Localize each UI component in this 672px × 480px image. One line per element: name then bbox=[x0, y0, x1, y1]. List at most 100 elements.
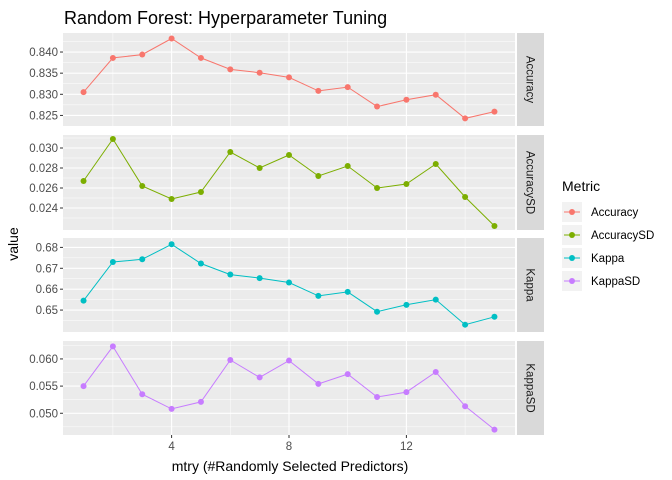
legend-key-point bbox=[569, 209, 575, 215]
legend-title: Metric bbox=[562, 178, 600, 194]
data-point bbox=[197, 260, 204, 267]
data-point bbox=[432, 161, 439, 167]
data-point bbox=[462, 321, 469, 328]
data-point bbox=[80, 89, 87, 96]
data-point bbox=[197, 398, 204, 405]
legend-key-point bbox=[569, 232, 575, 238]
data-point bbox=[256, 374, 263, 381]
data-point bbox=[403, 389, 410, 396]
data-point bbox=[315, 292, 322, 299]
data-point bbox=[344, 163, 351, 169]
y-tick-label: 0.840 bbox=[29, 47, 58, 59]
facet-strip-label: Kappa bbox=[524, 268, 536, 302]
legend-label: KappaSD bbox=[591, 276, 640, 288]
x-axis: 4 8 12 bbox=[168, 435, 413, 453]
data-point bbox=[227, 149, 234, 155]
y-tick-label: 0.026 bbox=[29, 183, 58, 195]
y-tick-label: 0.030 bbox=[29, 143, 58, 155]
data-point bbox=[315, 380, 322, 387]
data-point bbox=[403, 181, 410, 187]
data-point bbox=[432, 91, 439, 98]
data-point bbox=[286, 152, 292, 158]
data-point bbox=[462, 403, 469, 410]
data-point bbox=[139, 391, 146, 398]
data-point bbox=[344, 371, 351, 378]
legend-item-accuracy: Accuracy bbox=[562, 202, 639, 222]
data-point bbox=[374, 185, 381, 191]
data-point bbox=[139, 51, 146, 58]
data-point bbox=[286, 74, 292, 81]
y-tick-label: 0.055 bbox=[29, 381, 58, 393]
data-point bbox=[491, 223, 498, 229]
data-point bbox=[344, 84, 351, 91]
data-point bbox=[197, 54, 204, 61]
y-tick-label: 0.028 bbox=[29, 163, 58, 175]
data-point bbox=[432, 296, 439, 303]
data-point bbox=[168, 405, 175, 412]
legend-label: Kappa bbox=[591, 253, 625, 265]
data-point bbox=[432, 368, 439, 375]
y-tick-label: 0.825 bbox=[29, 110, 58, 122]
x-tick-label: 8 bbox=[286, 441, 292, 453]
facet-strip bbox=[517, 341, 544, 435]
data-point bbox=[227, 271, 234, 278]
facet-strip-label: AccuracySD bbox=[524, 151, 536, 214]
legend-key-point bbox=[569, 278, 575, 284]
data-point bbox=[139, 183, 146, 189]
data-point bbox=[315, 87, 322, 94]
x-axis-title: mtry (#Randomly Selected Predictors) bbox=[172, 458, 409, 474]
facet-strip bbox=[517, 33, 544, 126]
chart-title: Random Forest: Hyperparameter Tuning bbox=[64, 8, 387, 28]
data-point bbox=[462, 194, 469, 200]
data-point bbox=[109, 343, 116, 350]
data-point bbox=[462, 115, 469, 122]
y-tick-label: 0.66 bbox=[36, 284, 58, 296]
y-tick-label: 0.65 bbox=[36, 305, 58, 317]
data-point bbox=[374, 103, 381, 110]
data-point bbox=[80, 178, 87, 184]
data-point bbox=[286, 357, 292, 364]
data-point bbox=[168, 35, 175, 42]
data-point bbox=[227, 357, 234, 364]
legend-key-point bbox=[569, 255, 575, 261]
panel-accuracysd: 0.024 0.026 0.028 0.030 AccuracySD bbox=[29, 135, 544, 230]
data-point bbox=[374, 393, 381, 400]
data-point bbox=[256, 69, 263, 76]
data-point bbox=[168, 241, 175, 248]
data-point bbox=[403, 96, 410, 103]
data-point bbox=[286, 279, 292, 286]
y-tick-label: 0.060 bbox=[29, 354, 58, 366]
data-point bbox=[403, 301, 410, 308]
facet-strip-label: Accuracy bbox=[524, 56, 536, 104]
data-point bbox=[109, 136, 116, 142]
facet-strip-label: KappaSD bbox=[524, 363, 536, 412]
data-point bbox=[315, 173, 322, 179]
data-point bbox=[374, 308, 381, 315]
legend-label: Accuracy bbox=[591, 207, 639, 219]
y-tick-label: 0.830 bbox=[29, 89, 58, 101]
x-tick-label: 4 bbox=[168, 441, 175, 453]
y-tick-label: 0.67 bbox=[36, 263, 58, 275]
data-point bbox=[139, 256, 146, 263]
panel-kappasd: 0.050 0.055 0.060 KappaSD bbox=[29, 341, 544, 435]
data-point bbox=[168, 196, 175, 202]
y-tick-label: 0.835 bbox=[29, 68, 58, 80]
panel-kappa: 0.65 0.66 0.67 0.68 Kappa bbox=[36, 238, 544, 332]
data-point bbox=[197, 189, 204, 195]
data-point bbox=[491, 426, 498, 433]
legend-item-accuracysd: AccuracySD bbox=[562, 225, 654, 245]
data-point bbox=[109, 259, 116, 266]
facet-panels: 0.8250.8300.8350.840Accuracy0.0240.0260.… bbox=[29, 33, 544, 435]
data-point bbox=[491, 108, 498, 115]
data-point bbox=[256, 275, 263, 282]
facet-strip bbox=[517, 238, 544, 332]
legend-item-kappa: Kappa bbox=[562, 248, 625, 268]
y-tick-label: 0.050 bbox=[29, 408, 58, 420]
y-tick-label: 0.024 bbox=[29, 203, 58, 215]
legend-label: AccuracySD bbox=[591, 230, 654, 242]
data-point bbox=[491, 313, 498, 320]
panel-accuracy: 0.825 0.830 0.835 0.840 Accuracy bbox=[29, 33, 544, 126]
legend-item-kappasd: KappaSD bbox=[562, 271, 640, 291]
x-tick-label: 12 bbox=[400, 441, 413, 453]
